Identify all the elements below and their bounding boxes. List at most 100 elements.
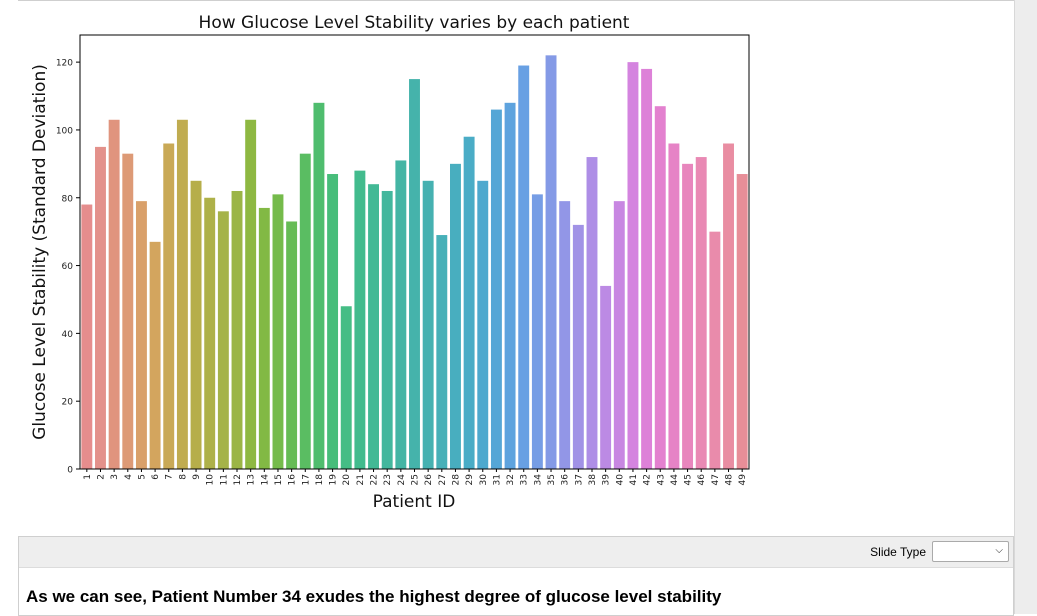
bar-patient-15 (272, 194, 284, 470)
bar-patient-47 (709, 231, 721, 469)
x-tick-label: 19 (329, 474, 339, 486)
y-tick-label: 20 (62, 398, 74, 408)
x-tick-label: 40 (615, 474, 625, 486)
y-tick-label: 80 (62, 194, 74, 204)
bar-patient-46 (695, 157, 707, 469)
bar-patient-26 (422, 180, 434, 470)
bar-patient-6 (149, 241, 161, 469)
x-tick-label: 20 (342, 474, 352, 486)
x-tick-label: 37 (574, 474, 584, 485)
markdown-text: As we can see, Patient Number 34 exudes … (26, 587, 722, 606)
bar-patient-34 (531, 194, 543, 470)
x-tick-label: 30 (479, 474, 489, 486)
y-tick-label: 0 (67, 466, 73, 476)
bar-patient-36 (559, 201, 571, 469)
bar-patient-29 (463, 136, 475, 469)
bar-patient-4 (122, 153, 134, 470)
x-tick-label: 36 (561, 474, 571, 486)
x-tick-label: 14 (260, 474, 270, 486)
x-tick-label: 21 (356, 474, 366, 485)
bar-patient-27 (436, 235, 448, 469)
x-tick-label: 18 (315, 474, 325, 486)
x-tick-label: 34 (533, 474, 543, 486)
x-tick-label: 43 (656, 474, 666, 485)
bar-patient-11 (217, 211, 229, 469)
x-tick-label: 4 (124, 474, 134, 480)
bar-patient-19 (327, 174, 339, 469)
notebook-scrollbar[interactable] (1014, 0, 1037, 614)
notebook-top-border (18, 0, 1014, 1)
bar-patient-24 (395, 160, 407, 469)
bar-patient-30 (477, 180, 489, 470)
slide-type-label: Slide Type (870, 545, 926, 559)
bar-patient-39 (600, 285, 612, 469)
bar-patient-25 (409, 79, 420, 469)
x-tick-label: 11 (219, 474, 229, 485)
bar-patient-14 (258, 207, 270, 470)
x-tick-label: 44 (670, 474, 680, 486)
bar-patient-13 (245, 119, 257, 470)
bar-patient-49 (736, 174, 748, 469)
x-tick-label: 13 (247, 474, 257, 485)
x-tick-label: 41 (629, 474, 639, 485)
chevron-down-icon: ⌵ (995, 545, 1003, 556)
x-tick-label: 38 (588, 474, 598, 486)
bar-patient-2 (95, 146, 106, 469)
x-axis-label: Patient ID (373, 492, 456, 512)
x-tick-label: 12 (233, 474, 243, 485)
bar-patient-8 (176, 119, 188, 470)
bar-patient-12 (231, 190, 243, 469)
bar-patient-40 (613, 201, 625, 469)
bar-patient-21 (354, 170, 366, 470)
x-tick-label: 9 (192, 474, 202, 480)
bar-patient-45 (682, 163, 694, 469)
x-tick-label: 48 (725, 474, 735, 486)
bar-patient-44 (668, 143, 680, 469)
x-tick-label: 24 (397, 474, 407, 486)
x-tick-label: 33 (520, 474, 530, 485)
y-tick-label: 40 (62, 330, 74, 340)
bar-patient-28 (450, 163, 461, 469)
bar-patient-9 (190, 180, 202, 470)
x-tick-label: 31 (492, 474, 502, 485)
bar-patient-10 (204, 197, 216, 469)
x-tick-label: 23 (383, 474, 393, 485)
bar-patient-1 (81, 204, 93, 469)
x-ticks: 1 2 3 4 5 6 7 8 9 10 11 12 13 14 15 16 17 18 19 20 21 22 23 24 2… (83, 469, 748, 485)
x-tick-label: 15 (274, 474, 284, 485)
bar-patient-17 (299, 153, 311, 470)
plot-frame (79, 34, 750, 470)
bar-patient-35 (545, 55, 557, 470)
x-tick-label: 32 (506, 474, 516, 485)
x-tick-label: 3 (110, 474, 120, 480)
cell-toolbar: Slide Type ⌵ (19, 537, 1013, 568)
bar-chart: How Glucose Level Stability varies by ea… (30, 13, 750, 512)
x-tick-label: 8 (178, 474, 188, 480)
bar-patient-48 (723, 143, 734, 469)
bar-patient-31 (490, 109, 502, 469)
bar-patient-41 (627, 62, 639, 470)
slide-type-select[interactable]: ⌵ (932, 541, 1009, 562)
y-tick-label: 120 (56, 59, 73, 69)
chart-title: How Glucose Level Stability varies by ea… (199, 13, 630, 33)
x-tick-label: 26 (424, 474, 434, 486)
bar-patient-42 (641, 68, 653, 469)
x-tick-label: 25 (411, 474, 421, 485)
bar-patient-7 (163, 143, 175, 469)
x-tick-label: 7 (165, 474, 175, 480)
y-tick-label: 100 (56, 126, 73, 136)
x-tick-label: 47 (711, 474, 721, 485)
x-tick-label: 49 (738, 474, 748, 486)
bar-patient-38 (586, 157, 598, 469)
x-tick-label: 5 (137, 474, 147, 480)
x-tick-label: 46 (697, 474, 707, 486)
x-tick-label: 10 (206, 474, 216, 486)
x-tick-label: 27 (438, 474, 448, 485)
bar-patient-32 (504, 102, 516, 469)
markdown-cell[interactable]: Slide Type ⌵ As we can see, Patient Numb… (18, 536, 1014, 616)
bar-patient-37 (572, 224, 584, 470)
bars-group (81, 55, 748, 470)
x-tick-label: 35 (547, 474, 557, 485)
x-tick-label: 2 (96, 474, 106, 480)
bar-patient-3 (108, 119, 120, 470)
